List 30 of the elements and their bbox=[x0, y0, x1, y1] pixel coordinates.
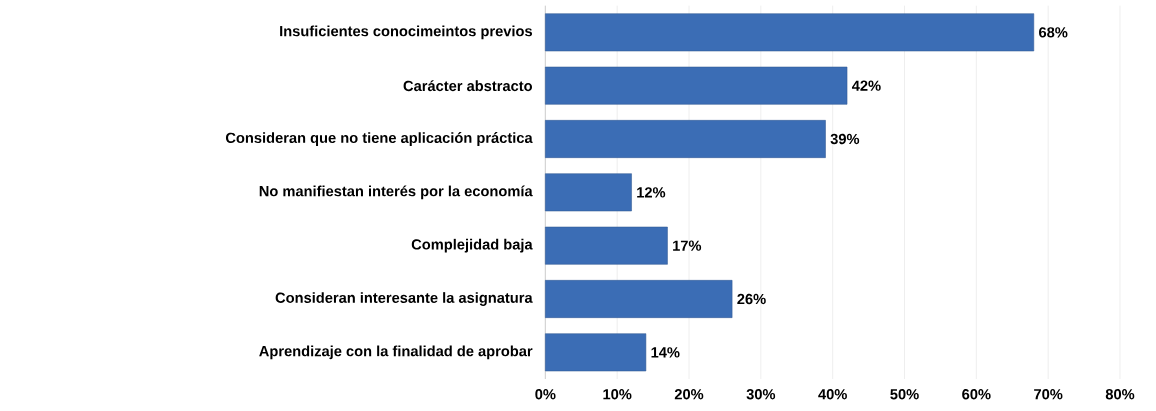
data-label: 14% bbox=[651, 347, 680, 358]
data-label: 17% bbox=[673, 240, 702, 251]
y-tick-label: Consideran interesante la asignatura bbox=[275, 292, 533, 306]
x-tick-label: 10% bbox=[603, 389, 632, 400]
x-tick-label: 80% bbox=[1105, 389, 1135, 400]
y-tick-label: Complejidad baja bbox=[411, 238, 533, 253]
y-tick-label: Carácter abstracto bbox=[403, 80, 533, 92]
x-tick-label: 60% bbox=[962, 389, 991, 400]
y-tick-label: Consideran que no tiene aplicación práctica bbox=[225, 132, 533, 146]
data-label: 42% bbox=[851, 80, 881, 91]
data-label: 26% bbox=[737, 293, 766, 305]
y-tick-label: No manifiestan interés por la economía bbox=[259, 185, 533, 200]
bar bbox=[545, 173, 632, 212]
bar bbox=[545, 120, 826, 158]
data-label: 68% bbox=[1039, 27, 1068, 38]
x-tick-label: 30% bbox=[746, 389, 776, 400]
y-tick-label: Insuficientes conocimeintos previos bbox=[280, 25, 533, 40]
bar bbox=[545, 13, 1035, 52]
bar bbox=[545, 226, 668, 265]
x-tick-label: 70% bbox=[1034, 389, 1063, 400]
data-label: 39% bbox=[830, 133, 860, 145]
x-tick-label: 20% bbox=[674, 389, 704, 400]
bar bbox=[545, 333, 647, 372]
bar bbox=[545, 66, 848, 105]
data-label: 12% bbox=[637, 187, 666, 198]
bar bbox=[545, 280, 733, 318]
x-tick-label: 50% bbox=[890, 389, 919, 400]
y-tick-label: Aprendizaje con la finalidad de aprobar bbox=[259, 345, 533, 360]
x-tick-label: 0% bbox=[535, 389, 556, 400]
x-tick-label: 40% bbox=[818, 389, 847, 400]
